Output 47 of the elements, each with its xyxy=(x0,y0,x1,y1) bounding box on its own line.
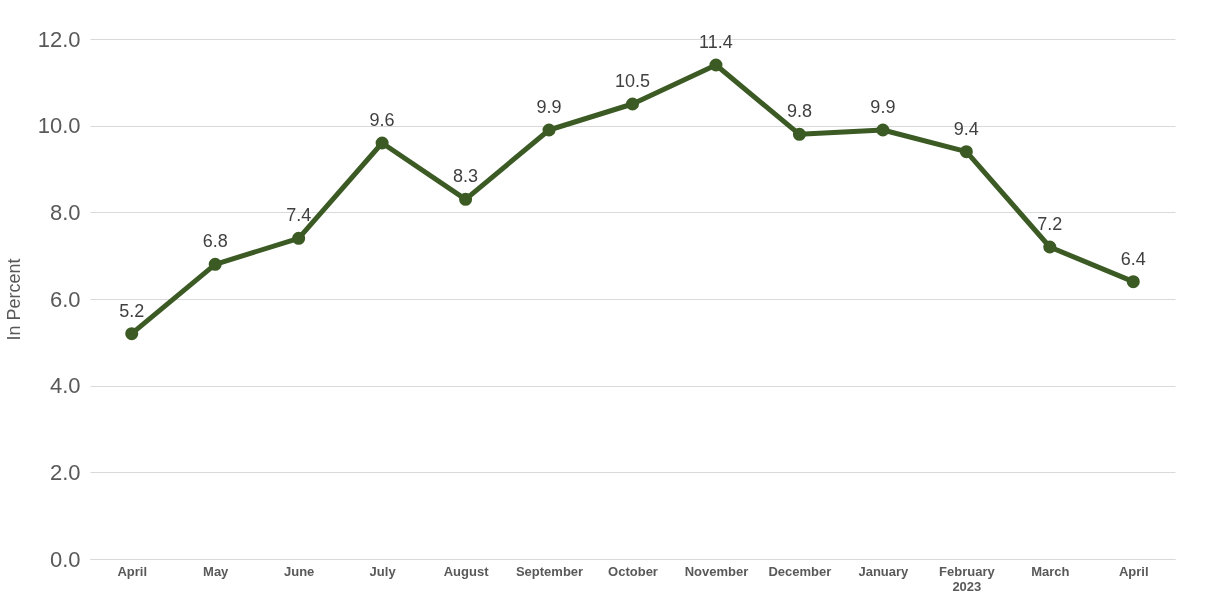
x-tick-label: September xyxy=(515,563,584,579)
data-label: 8.3 xyxy=(453,166,479,187)
data-label: 10.5 xyxy=(614,71,651,91)
point xyxy=(375,136,389,150)
x-tick-label: June xyxy=(283,563,315,579)
data-label: 9.9 xyxy=(870,97,896,117)
data-label: 11.4 xyxy=(699,32,733,52)
x-tick-label: August xyxy=(443,563,490,579)
x-tick-label: March xyxy=(1031,563,1070,579)
point xyxy=(292,231,306,245)
point xyxy=(959,145,973,159)
point xyxy=(208,257,222,271)
x-tick-label: January xyxy=(858,563,910,579)
x-tick-label: July xyxy=(369,563,397,579)
point xyxy=(1043,240,1057,254)
data-label: 9.8 xyxy=(786,101,812,122)
data-label: 9.6 xyxy=(369,110,395,130)
y-tick-label: 12.0 xyxy=(37,26,81,52)
data-label: 9.4 xyxy=(953,118,979,139)
x-tick-label: April xyxy=(117,563,148,579)
y-tick-label: 10.0 xyxy=(37,113,81,139)
data-label: 6.4 xyxy=(1120,248,1146,269)
y-tick-label: 0.0 xyxy=(49,546,81,572)
y-tick-label: 8.0 xyxy=(49,199,81,225)
data-label: 7.4 xyxy=(286,205,312,226)
y-axis-title: In Percent xyxy=(3,258,24,341)
point xyxy=(542,123,556,137)
point xyxy=(876,123,890,137)
point xyxy=(625,97,640,111)
x-tick-label: May xyxy=(203,563,230,579)
x-tick-label: October xyxy=(608,563,658,579)
point xyxy=(792,127,806,141)
data-label: 7.2 xyxy=(1037,214,1063,234)
data-label: 5.2 xyxy=(119,300,145,321)
y-tick-label: 6.0 xyxy=(49,286,81,312)
point xyxy=(125,327,139,341)
x-tick-label: November xyxy=(684,563,749,579)
y-tick-label: 4.0 xyxy=(49,373,81,399)
x-tick-label: February 2023 xyxy=(939,563,996,594)
data-label: 6.8 xyxy=(202,231,228,252)
y-tick-label: 2.0 xyxy=(49,459,81,485)
data-label: 9.9 xyxy=(536,97,562,117)
x-tick-label: April xyxy=(1118,563,1149,579)
x-tick-label: December xyxy=(768,563,832,579)
point xyxy=(709,58,723,72)
point xyxy=(459,192,473,206)
point xyxy=(1126,275,1140,289)
